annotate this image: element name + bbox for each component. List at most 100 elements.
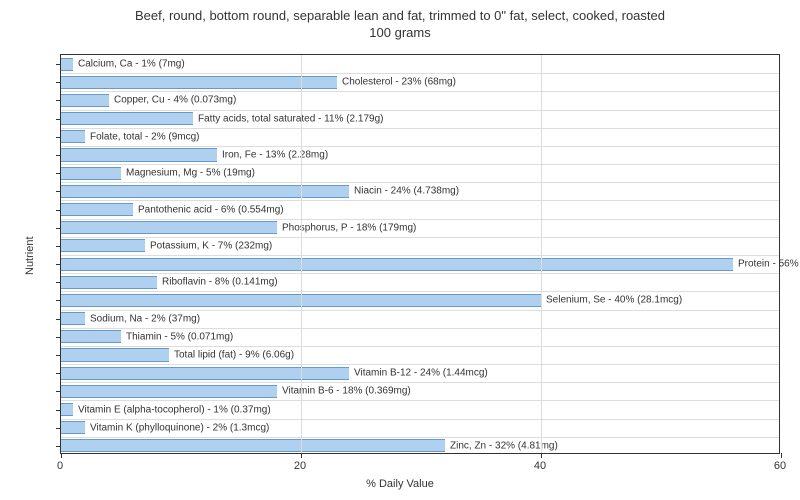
bar-row: Thiamin - 5% (0.071mg) <box>61 330 779 343</box>
bar-row: Pantothenic acid - 6% (0.554mg) <box>61 203 779 216</box>
title-line-2: 100 grams <box>369 25 430 40</box>
bar-row: Niacin - 24% (4.738mg) <box>61 185 779 198</box>
y-tick <box>56 119 61 120</box>
x-tick <box>541 453 542 458</box>
bar-row: Folate, total - 2% (9mcg) <box>61 130 779 143</box>
bar <box>61 221 277 234</box>
bar-label: Thiamin - 5% (0.071mg) <box>121 331 233 342</box>
x-tick <box>61 453 62 458</box>
y-tick <box>56 319 61 320</box>
bar-row: Magnesium, Mg - 5% (19mg) <box>61 167 779 180</box>
bar-label: Vitamin K (phylloquinone) - 2% (1.3mcg) <box>85 422 269 433</box>
y-tick <box>56 337 61 338</box>
y-tick <box>56 300 61 301</box>
bar-label: Selenium, Se - 40% (28.1mcg) <box>541 295 682 306</box>
bar-row: Iron, Fe - 13% (2.28mg) <box>61 148 779 161</box>
y-tick <box>56 100 61 101</box>
bar <box>61 130 85 143</box>
bar <box>61 439 445 452</box>
y-tick <box>56 282 61 283</box>
grid-line-x <box>541 55 542 453</box>
bar-row: Copper, Cu - 4% (0.073mg) <box>61 94 779 107</box>
y-tick <box>56 82 61 83</box>
x-axis-label: % Daily Value <box>0 478 800 490</box>
bar <box>61 258 733 271</box>
title-line-1: Beef, round, bottom round, separable lea… <box>135 8 665 23</box>
y-tick <box>56 173 61 174</box>
bar-label: Niacin - 24% (4.738mg) <box>349 186 459 197</box>
bar-row: Zinc, Zn - 32% (4.81mg) <box>61 439 779 452</box>
bar-label: Vitamin B-6 - 18% (0.369mg) <box>277 386 411 397</box>
bar <box>61 112 193 125</box>
bar-label: Potassium, K - 7% (232mg) <box>145 240 272 251</box>
bar <box>61 385 277 398</box>
bar-row: Protein - 56% (28.08g) <box>61 258 779 271</box>
y-tick <box>56 228 61 229</box>
bar-row: Vitamin B-6 - 18% (0.369mg) <box>61 385 779 398</box>
bar-label: Iron, Fe - 13% (2.28mg) <box>217 149 328 160</box>
y-tick <box>56 264 61 265</box>
bar-row: Fatty acids, total saturated - 11% (2.17… <box>61 112 779 125</box>
bar-row: Potassium, K - 7% (232mg) <box>61 239 779 252</box>
y-axis-label: Nutrient <box>24 236 36 275</box>
x-tick-label: 20 <box>294 460 306 472</box>
y-tick <box>56 446 61 447</box>
bar-label: Phosphorus, P - 18% (179mg) <box>277 222 416 233</box>
bar <box>61 330 121 343</box>
bar-row: Vitamin B-12 - 24% (1.44mcg) <box>61 367 779 380</box>
grid-line-x <box>301 55 302 453</box>
bar-label: Calcium, Ca - 1% (7mg) <box>73 59 185 70</box>
bar-label: Total lipid (fat) - 9% (6.06g) <box>169 349 294 360</box>
bar <box>61 367 349 380</box>
bar <box>61 276 157 289</box>
bars-group: Calcium, Ca - 1% (7mg) Cholesterol - 23% … <box>61 55 779 453</box>
bar <box>61 239 145 252</box>
y-tick <box>56 373 61 374</box>
y-tick <box>56 391 61 392</box>
y-tick <box>56 410 61 411</box>
bar <box>61 421 85 434</box>
plot-area: Calcium, Ca - 1% (7mg) Cholesterol - 23% … <box>60 54 780 454</box>
bar-label: Riboflavin - 8% (0.141mg) <box>157 277 278 288</box>
y-tick <box>56 155 61 156</box>
bar <box>61 94 109 107</box>
bar <box>61 58 73 71</box>
bar <box>61 403 73 416</box>
y-tick <box>56 210 61 211</box>
y-tick <box>56 64 61 65</box>
bar-label: Copper, Cu - 4% (0.073mg) <box>109 95 236 106</box>
bar-row: Sodium, Na - 2% (37mg) <box>61 312 779 325</box>
bar-label: Sodium, Na - 2% (37mg) <box>85 313 200 324</box>
y-tick <box>56 355 61 356</box>
bar-row: Total lipid (fat) - 9% (6.06g) <box>61 348 779 361</box>
chart-title: Beef, round, bottom round, separable lea… <box>0 8 800 42</box>
bar-label: Pantothenic acid - 6% (0.554mg) <box>133 204 284 215</box>
bar-row: Vitamin E (alpha-tocopherol) - 1% (0.37m… <box>61 403 779 416</box>
bar-label: Fatty acids, total saturated - 11% (2.17… <box>193 113 383 124</box>
chart-container: Beef, round, bottom round, separable lea… <box>0 0 800 500</box>
bar <box>61 348 169 361</box>
bar-label: Vitamin E (alpha-tocopherol) - 1% (0.37m… <box>73 404 271 415</box>
bar <box>61 312 85 325</box>
y-tick <box>56 428 61 429</box>
bar <box>61 203 133 216</box>
x-tick-label: 0 <box>57 460 63 472</box>
bar-label: Vitamin B-12 - 24% (1.44mcg) <box>349 368 488 379</box>
x-tick <box>301 453 302 458</box>
bar-label: Protein - 56% (28.08g) <box>733 259 800 270</box>
bar <box>61 167 121 180</box>
bar-label: Cholesterol - 23% (68mg) <box>337 77 456 88</box>
bar-row: Calcium, Ca - 1% (7mg) <box>61 58 779 71</box>
bar <box>61 76 337 89</box>
x-tick <box>781 453 782 458</box>
bar-row: Vitamin K (phylloquinone) - 2% (1.3mcg) <box>61 421 779 434</box>
x-tick-label: 60 <box>774 460 786 472</box>
bar <box>61 185 349 198</box>
y-tick <box>56 246 61 247</box>
bar-row: Phosphorus, P - 18% (179mg) <box>61 221 779 234</box>
y-tick <box>56 191 61 192</box>
bar-row: Selenium, Se - 40% (28.1mcg) <box>61 294 779 307</box>
bar-label: Folate, total - 2% (9mcg) <box>85 131 199 142</box>
y-tick <box>56 137 61 138</box>
x-tick-label: 40 <box>534 460 546 472</box>
